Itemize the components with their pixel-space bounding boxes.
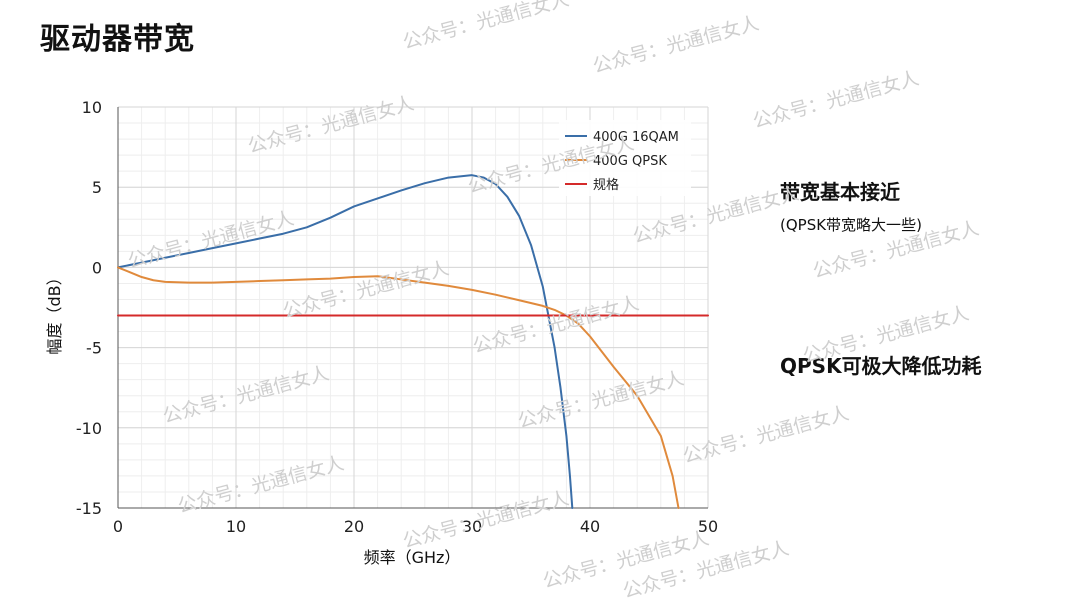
y-tick-label: 10 bbox=[82, 98, 102, 117]
x-tick-label: 0 bbox=[113, 517, 123, 536]
x-tick-label: 50 bbox=[698, 517, 718, 536]
series-line-2 bbox=[117, 266, 680, 509]
legend-label: 规格 bbox=[593, 177, 619, 193]
y-tick-label: -5 bbox=[86, 339, 102, 358]
legend-label: 400G 16QAM bbox=[593, 130, 679, 145]
x-tick-label: 20 bbox=[344, 517, 364, 536]
annotation-note-qpsk: (QPSK带宽略大一些) bbox=[780, 216, 922, 234]
legend-label: 400G QPSK bbox=[593, 154, 667, 169]
chart-legend: 400G 16QAM 400G QPSK 规格 bbox=[559, 120, 691, 196]
y-tick-label: -15 bbox=[76, 499, 102, 518]
x-axis-label: 频率（GHz） bbox=[364, 548, 461, 567]
annotation-heading-bandwidth: 带宽基本接近 bbox=[780, 180, 900, 204]
x-tick-label: 30 bbox=[462, 517, 482, 536]
y-axis-label: 幅度（dB） bbox=[45, 269, 64, 354]
slide-title: 驱动器带宽 bbox=[40, 22, 195, 57]
series-line-1 bbox=[117, 174, 574, 509]
x-tick-label: 40 bbox=[580, 517, 600, 536]
tick-labels: 0 10 20 30 40 50 -15 -10 -5 0 5 10 bbox=[76, 98, 718, 536]
y-tick-label: -10 bbox=[76, 419, 102, 438]
y-tick-label: 0 bbox=[92, 258, 102, 277]
chart-axes bbox=[117, 107, 708, 509]
y-tick-label: 5 bbox=[92, 178, 102, 197]
chart-series bbox=[117, 174, 709, 509]
annotation-heading-power: QPSK可极大降低功耗 bbox=[780, 354, 982, 378]
x-tick-label: 10 bbox=[226, 517, 246, 536]
